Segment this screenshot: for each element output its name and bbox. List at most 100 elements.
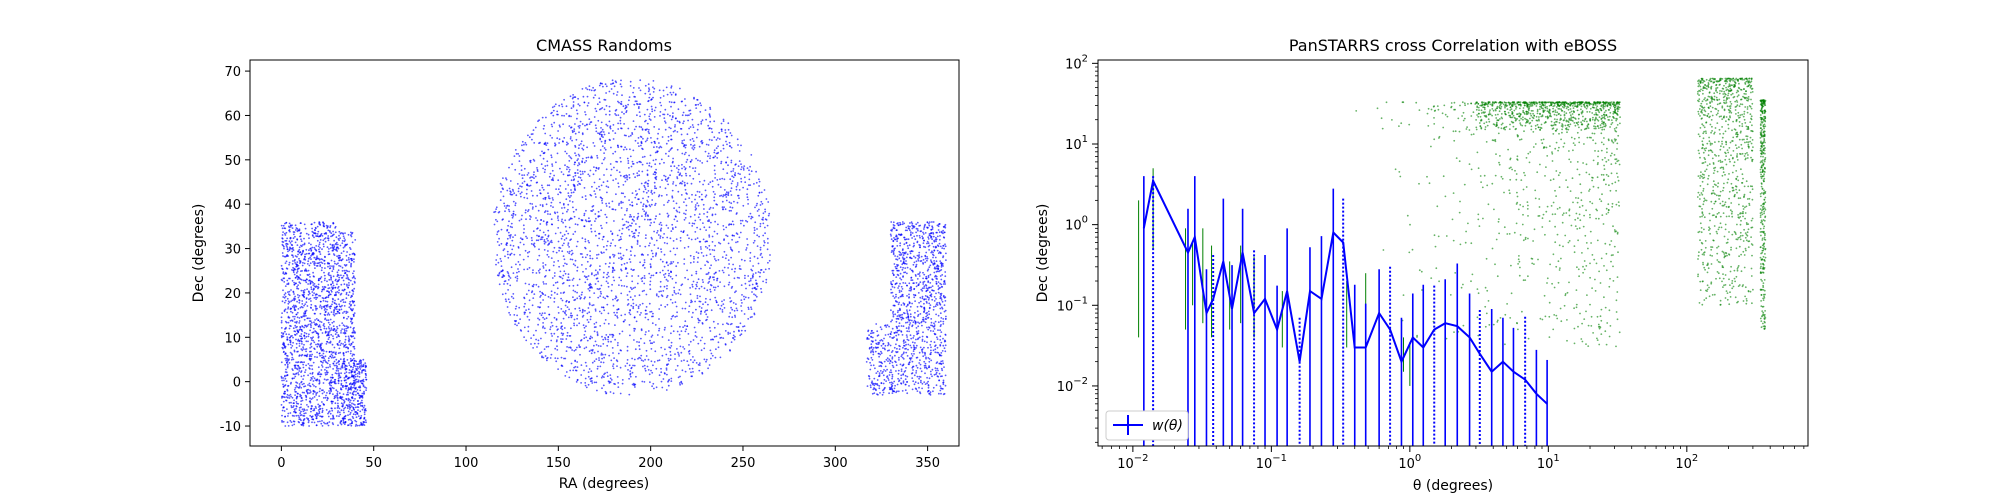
scatter-point [322, 397, 325, 399]
scatter-point [632, 269, 634, 272]
scatter-point [592, 209, 595, 211]
scatter-point [288, 240, 291, 243]
scatter-point [577, 176, 580, 179]
scatter-point [324, 368, 326, 371]
scatter-point [606, 273, 609, 276]
scatter-point [348, 291, 351, 294]
scatter-point [542, 157, 545, 160]
scatter-point [744, 282, 747, 285]
scatter-point [334, 407, 336, 410]
scatter-point [641, 280, 644, 283]
scatter-point [526, 174, 529, 176]
scatter-point [535, 217, 537, 219]
scatter-point [653, 361, 656, 363]
scatter-point [293, 281, 295, 284]
scatter-point [329, 412, 332, 415]
scatter-point [643, 210, 646, 213]
scatter-point [598, 189, 601, 191]
scatter-point [618, 332, 621, 335]
scatter-point [570, 327, 572, 330]
scatter-point [350, 264, 352, 266]
scatter-point [506, 271, 509, 273]
scatter-point [321, 342, 323, 345]
scatter-point [729, 206, 732, 209]
scatter-point [310, 321, 313, 324]
scatter-point [300, 270, 302, 272]
scatter-point [283, 245, 285, 248]
scatter-point [337, 370, 340, 372]
scatter-point [542, 299, 544, 301]
scatter-point [296, 316, 299, 319]
scatter-point [612, 179, 615, 182]
scatter-point [535, 272, 538, 274]
scatter-point [303, 337, 306, 340]
scatter-point [581, 253, 583, 255]
scatter-point [300, 354, 303, 357]
scatter-point [338, 347, 341, 350]
scatter-point [326, 340, 329, 343]
scatter-point [295, 322, 298, 324]
scatter-point [594, 340, 597, 343]
scatter-point [349, 392, 352, 394]
scatter-point [636, 174, 639, 177]
scatter-point [549, 134, 552, 137]
scatter-point [332, 387, 335, 390]
scatter-point [590, 89, 593, 92]
scatter-point [570, 316, 573, 319]
scatter-point [581, 219, 583, 222]
scatter-point [750, 268, 753, 271]
scatter-point [741, 219, 744, 222]
scatter-point [341, 232, 344, 235]
scatter-point [296, 268, 299, 271]
scatter-point [288, 225, 290, 228]
scatter-point [685, 161, 688, 163]
scatter-point [667, 274, 670, 277]
scatter-point [335, 293, 337, 296]
scatter-point [351, 359, 354, 362]
scatter-point [681, 369, 684, 372]
scatter-point [650, 310, 653, 313]
scatter-point [365, 389, 367, 391]
scatter-point [562, 255, 565, 257]
scatter-point [586, 312, 589, 315]
scatter-point [329, 340, 332, 343]
scatter-point [649, 283, 651, 286]
scatter-point [696, 202, 699, 205]
scatter-point [704, 195, 707, 198]
scatter-point [309, 317, 311, 320]
scatter-point [350, 422, 353, 425]
scatter-point [575, 245, 578, 248]
scatter-point [343, 329, 346, 332]
scatter-point [675, 281, 677, 284]
scatter-point [673, 218, 676, 221]
scatter-point [351, 374, 353, 376]
scatter-point [351, 322, 353, 325]
scatter-point [347, 399, 350, 402]
scatter-point [293, 299, 296, 302]
scatter-point [696, 261, 699, 263]
scatter-point [319, 304, 322, 307]
scatter-point [664, 326, 666, 329]
scatter-point [320, 261, 322, 264]
scatter-point [286, 365, 289, 368]
scatter-point [746, 243, 749, 246]
scatter-point [298, 329, 301, 331]
scatter-point [286, 408, 288, 410]
scatter-point [670, 85, 673, 88]
scatter-point [616, 94, 618, 96]
scatter-point [573, 349, 576, 352]
scatter-point [344, 272, 347, 275]
scatter-point [511, 163, 513, 166]
scatter-point [317, 277, 320, 280]
scatter-point [346, 283, 348, 286]
scatter-point [342, 399, 345, 402]
scatter-point [291, 224, 293, 227]
scatter-point [315, 265, 318, 267]
scatter-point [292, 269, 295, 272]
scatter-point [603, 147, 606, 149]
scatter-point [315, 257, 318, 259]
scatter-point [638, 106, 640, 108]
scatter-point [598, 310, 601, 313]
scatter-point [324, 256, 326, 258]
scatter-point [589, 121, 592, 124]
